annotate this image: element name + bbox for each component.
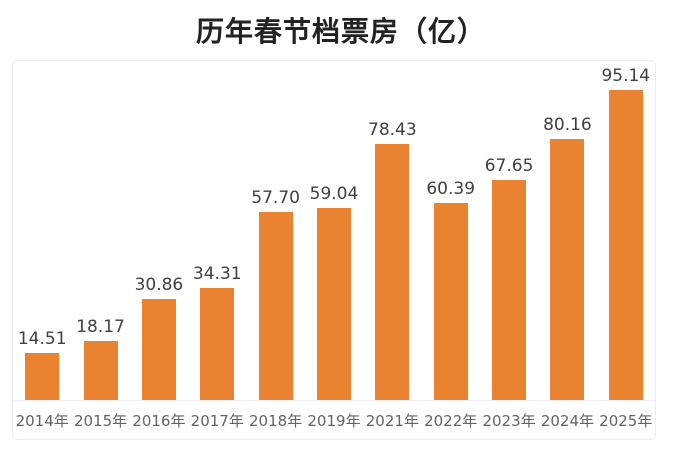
bar-value-label: 34.31 [192,264,242,284]
bar [258,212,293,400]
bar-value-label: 14.51 [17,329,67,349]
bar [316,208,351,400]
bar-value-label: 18.17 [76,317,125,337]
bar-group: 18.17 [71,61,129,400]
x-axis-label: 2023年 [482,411,536,430]
x-axis-label: 2022年 [424,411,478,430]
bar [83,341,118,400]
x-axis-label: 2024年 [540,411,594,430]
bar-group: 80.16 [538,61,596,400]
bar-group: 14.51 [13,61,71,400]
x-axis-label: 2021年 [365,411,419,430]
bar-value-label: 80.16 [543,115,592,135]
x-axis-label: 2019年 [307,411,361,430]
bar-value-label: 67.65 [484,156,534,176]
bar-group: 59.04 [305,61,363,400]
bar-group: 34.31 [188,61,246,400]
x-axis-label: 2018年 [249,411,303,430]
bar-group: 60.39 [422,61,480,400]
x-axis-label: 2017年 [190,411,244,430]
bar [433,203,468,400]
bar-group: 57.70 [246,61,304,400]
bar [550,139,585,400]
x-axis-label: 2016年 [132,411,186,430]
bar [608,90,643,400]
bar-value-label: 30.86 [134,275,184,295]
bar-value-label: 57.70 [251,188,300,208]
bar-group: 67.65 [480,61,538,400]
bar [141,299,176,400]
bar-group: 30.86 [130,61,188,400]
bar-group: 95.14 [597,61,655,400]
plot-area: 14.51 18.17 30.86 34.31 57.70 59.04 78.43 60.39… [12,60,656,440]
bar [375,144,410,400]
chart-title: 历年春节档票房（亿） [195,15,486,48]
bar-value-label: 95.14 [601,66,651,86]
bar-value-label: 59.04 [309,184,359,204]
x-axis-labels-row: 2014年 2015年 2016年 2017年 2018年 2019年 2021年 2022年… [13,402,655,440]
bar-group: 78.43 [363,61,421,400]
bar-value-label: 60.39 [426,179,476,199]
bar [200,288,235,400]
bar [25,353,60,400]
bar-value-label: 78.43 [368,120,417,140]
x-axis-label: 2014年 [15,411,69,430]
x-axis-label: 2025年 [599,411,653,430]
bars-row: 14.51 18.17 30.86 34.31 57.70 59.04 78.43 60.39… [13,61,655,401]
bar [492,180,527,400]
x-axis-label: 2015年 [73,411,128,430]
